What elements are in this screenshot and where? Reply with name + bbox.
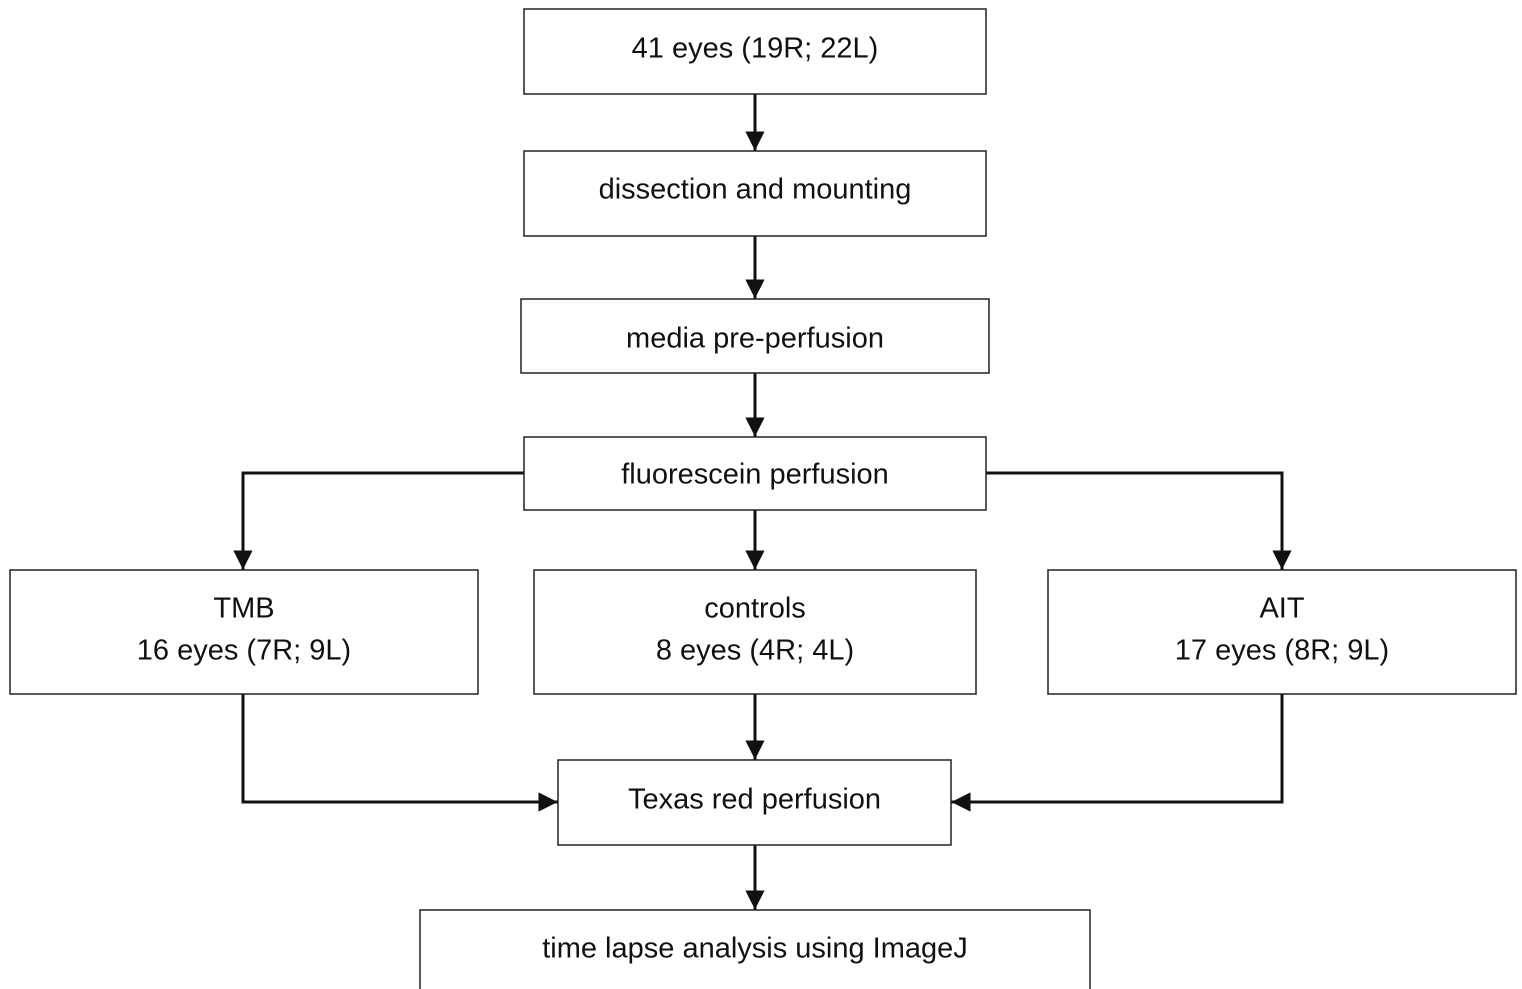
node-label: 8 eyes (4R; 4L) bbox=[656, 635, 854, 667]
node-box bbox=[520, 298, 990, 374]
node-label: 41 eyes (19R; 22L) bbox=[632, 33, 879, 65]
node-label: Texas red perfusion bbox=[628, 784, 881, 816]
node-label: time lapse analysis using ImageJ bbox=[542, 933, 968, 965]
node-box bbox=[419, 909, 1091, 989]
arrow bbox=[241, 694, 558, 812]
node-box bbox=[9, 569, 479, 695]
node-label: media pre-perfusion bbox=[626, 323, 884, 355]
node-label: TMB bbox=[213, 593, 274, 625]
node-label: 16 eyes (7R; 9L) bbox=[137, 635, 351, 667]
node-box bbox=[1047, 569, 1517, 695]
node-box bbox=[523, 8, 987, 95]
node-label: dissection and mounting bbox=[599, 174, 912, 206]
boxes: 41 eyes (19R; 22L) dissection and mountin… bbox=[9, 8, 1517, 989]
node-label: controls bbox=[704, 593, 806, 625]
arrow bbox=[233, 471, 524, 570]
arrow bbox=[986, 471, 1292, 570]
node-box bbox=[557, 759, 952, 846]
arrows bbox=[233, 94, 1292, 910]
node-box bbox=[523, 436, 987, 511]
arrow bbox=[951, 694, 1284, 812]
node-label: 17 eyes (8R; 9L) bbox=[1175, 635, 1389, 667]
node-box bbox=[523, 150, 987, 237]
node-label: AIT bbox=[1259, 593, 1304, 625]
node-label: fluorescein perfusion bbox=[621, 459, 889, 491]
node-box bbox=[533, 569, 977, 695]
